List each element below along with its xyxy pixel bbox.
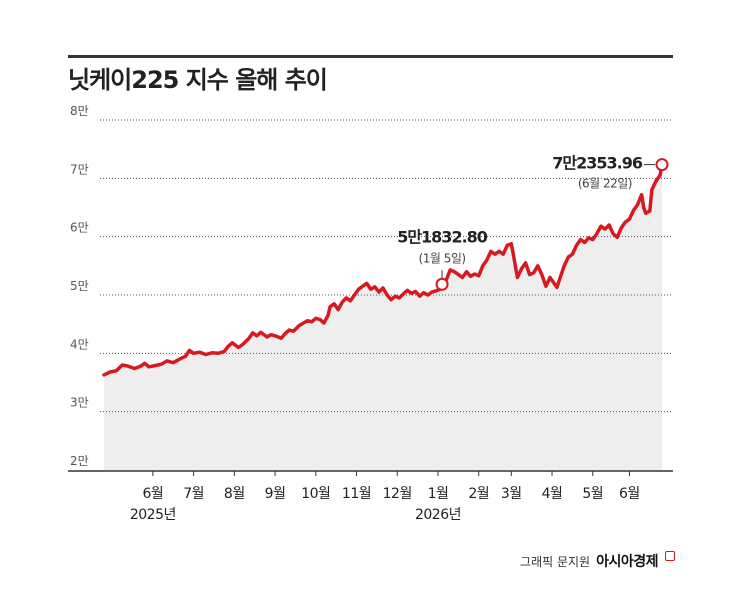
annotation-date: (1월 5일) <box>419 251 466 265</box>
x-tick-label: 1월 <box>428 486 449 502</box>
x-tick-label: 3월 <box>501 486 522 502</box>
x-tick-label: 6월 <box>619 486 640 502</box>
chart-title: 닛케이225 지수 올해 추이 <box>68 66 328 94</box>
y-tick-label: 6만 <box>70 221 89 235</box>
area-fill <box>104 164 662 470</box>
y-tick-label: 8만 <box>70 104 89 118</box>
year-label: 2026년 <box>415 507 461 523</box>
x-tick-label: 9월 <box>265 486 286 502</box>
x-tick-label: 10월 <box>301 486 330 502</box>
annotation-marker <box>435 277 449 291</box>
credit-label: 그래픽 문지원 <box>520 554 591 569</box>
x-tick-label: 7월 <box>183 486 204 502</box>
x-tick-label: 5월 <box>582 486 603 502</box>
annotation-value: 5만1832.80 <box>397 227 488 246</box>
brand-name: 아시아경제 <box>596 554 658 570</box>
credit: 그래픽 문지원 아시아경제 <box>520 551 675 571</box>
annotation-marker <box>655 158 669 172</box>
y-tick-label: 7만 <box>70 162 89 176</box>
x-tick-label: 8월 <box>224 486 245 502</box>
annotation-date: (6월 22일) <box>578 177 632 191</box>
x-tick-label: 2월 <box>468 486 489 502</box>
year-label: 2025년 <box>130 507 176 523</box>
title-rule <box>68 55 673 58</box>
x-tick-label: 4월 <box>542 486 563 502</box>
y-tick-label: 4만 <box>70 337 89 351</box>
series-line <box>102 162 664 377</box>
annotation-value: 7만2353.96 <box>552 154 643 173</box>
y-tick-label: 2만 <box>70 454 89 468</box>
y-tick-label: 5만 <box>70 279 89 293</box>
x-tick-label: 6월 <box>142 486 163 502</box>
brand-logo-icon <box>665 551 675 561</box>
y-tick-label: 3만 <box>70 396 89 410</box>
x-tick-label: 12월 <box>383 486 412 502</box>
x-tick-label: 11월 <box>342 486 371 502</box>
